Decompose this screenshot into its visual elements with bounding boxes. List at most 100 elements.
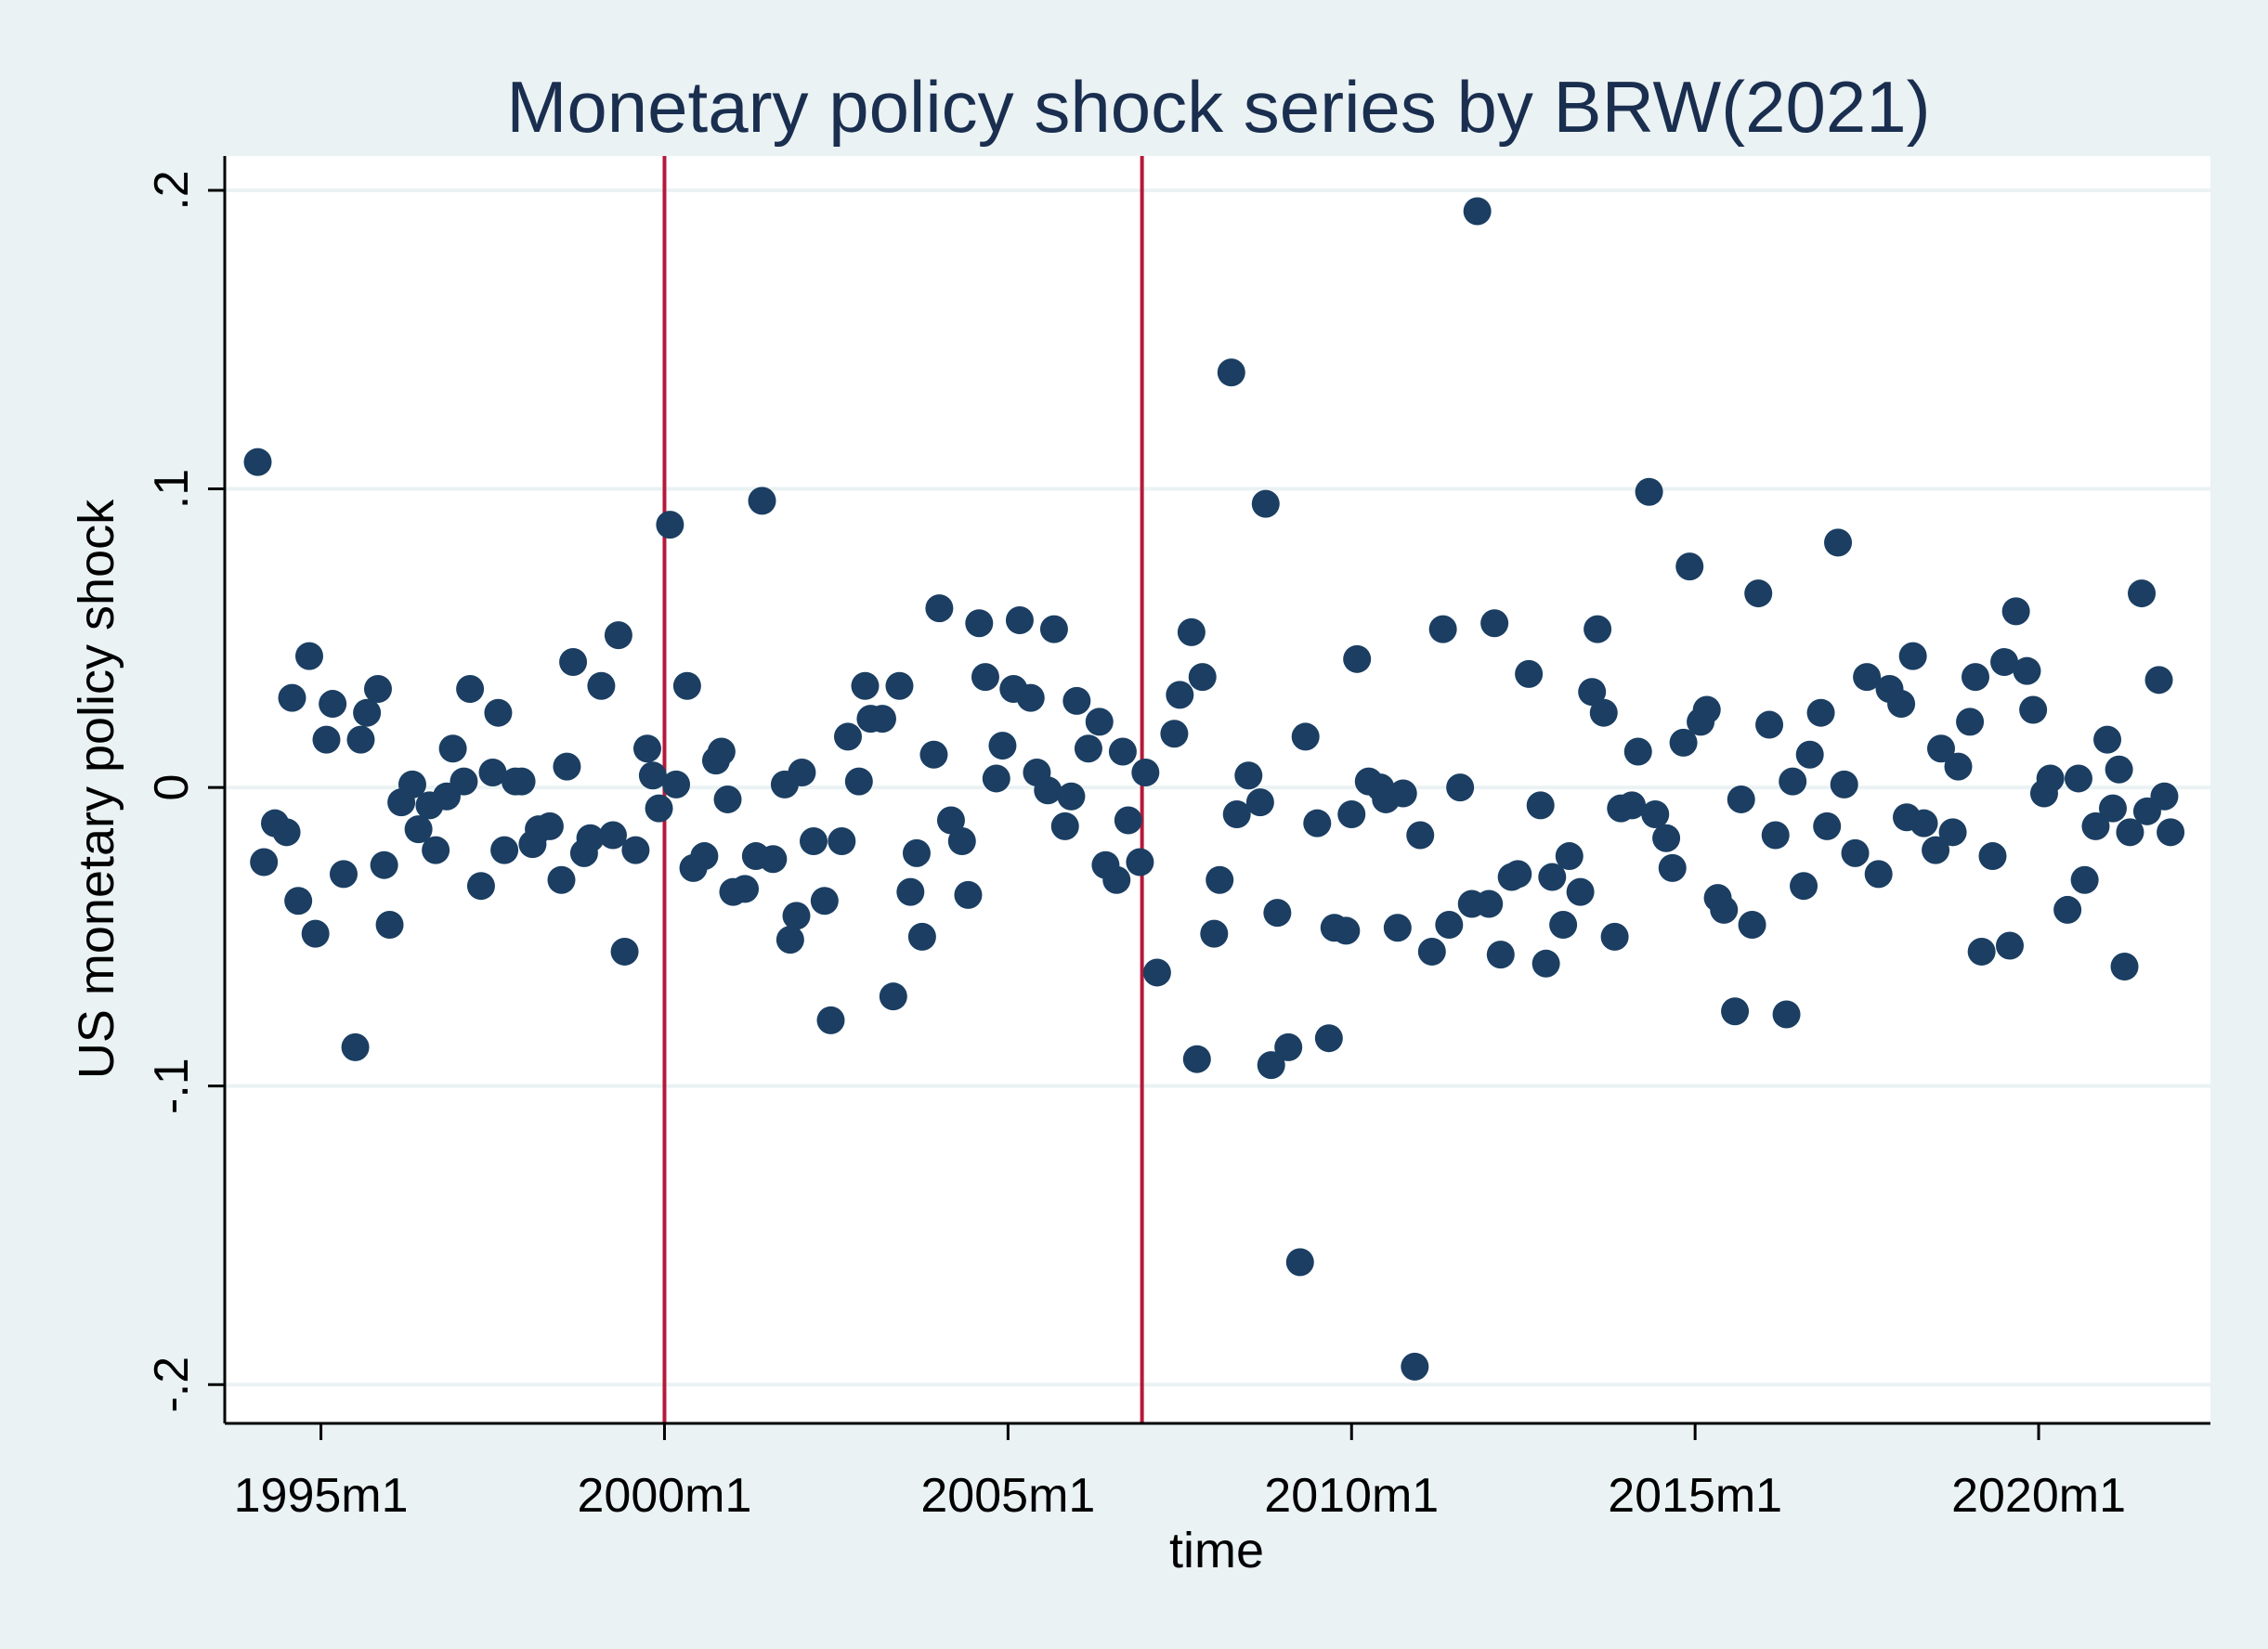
data-point-147 [1515, 659, 1544, 688]
data-point-79 [919, 740, 948, 769]
data-point-118 [1257, 1051, 1285, 1080]
data-point-117 [1251, 489, 1280, 518]
plot-area [225, 156, 2210, 1423]
data-point-163 [1652, 824, 1681, 852]
data-point-134 [1401, 1352, 1429, 1381]
data-point-148 [1526, 791, 1555, 820]
data-point-196 [1944, 752, 1973, 781]
data-point-3 [272, 818, 301, 847]
data-point-65 [800, 826, 828, 855]
data-point-161 [1635, 477, 1663, 506]
data-point-193 [1922, 836, 1950, 864]
data-points [243, 197, 2185, 1381]
data-point-39 [576, 824, 605, 852]
data-point-186 [1853, 663, 1882, 692]
data-point-203 [2001, 597, 2030, 626]
data-point-200 [1978, 842, 2007, 871]
data-point-112 [1206, 865, 1234, 894]
data-point-4 [278, 683, 306, 712]
data-point-143 [1480, 609, 1509, 638]
data-point-29 [490, 836, 519, 864]
data-point-135 [1406, 821, 1435, 850]
data-point-151 [1549, 911, 1578, 940]
data-point-36 [553, 752, 581, 781]
data-point-34 [535, 812, 564, 840]
data-point-97 [1074, 734, 1102, 763]
data-point-214 [2105, 755, 2133, 784]
x-tick-label-5: 2020m1 [1951, 1469, 2126, 1523]
data-point-212 [2093, 725, 2122, 754]
data-point-219 [2144, 666, 2173, 695]
data-point-182 [1813, 812, 1842, 840]
data-point-104 [1131, 759, 1160, 787]
data-point-136 [1417, 937, 1446, 966]
data-point-85 [971, 663, 999, 692]
data-point-94 [1050, 812, 1079, 840]
data-point-157 [1600, 922, 1629, 951]
data-point-194 [1927, 734, 1956, 763]
data-point-165 [1669, 728, 1698, 757]
data-point-45 [632, 734, 661, 763]
data-point-164 [1658, 853, 1687, 882]
data-point-108 [1177, 617, 1206, 646]
data-point-15 [370, 850, 398, 879]
data-point-35 [547, 865, 576, 894]
data-point-123 [1303, 809, 1332, 837]
data-point-111 [1200, 919, 1229, 948]
data-point-197 [1956, 708, 1985, 736]
data-point-68 [828, 826, 856, 855]
data-point-80 [925, 594, 954, 623]
data-point-69 [833, 722, 862, 751]
data-point-55 [713, 785, 742, 813]
y-tick-label-4: -.2 [145, 1357, 199, 1413]
data-point-207 [2036, 764, 2065, 793]
y-tick-label-2: 0 [145, 774, 199, 801]
data-point-28 [484, 698, 513, 727]
data-point-54 [707, 737, 736, 766]
data-point-71 [851, 671, 880, 700]
data-point-21 [422, 836, 450, 864]
x-tick-label-2: 2005m1 [920, 1469, 1095, 1523]
data-point-137 [1428, 615, 1457, 643]
data-point-8 [312, 725, 341, 754]
data-point-205 [2019, 695, 2048, 724]
data-point-16 [375, 911, 404, 940]
data-point-90 [1016, 683, 1045, 712]
data-point-209 [2064, 764, 2092, 793]
x-tick-label-4: 2015m1 [1608, 1469, 1782, 1523]
data-point-82 [947, 826, 976, 855]
y-tick-label-3: -.1 [145, 1058, 199, 1114]
data-point-173 [1738, 911, 1766, 940]
data-point-195 [1938, 818, 1967, 847]
data-point-170 [1710, 895, 1739, 924]
data-point-204 [2013, 656, 2041, 685]
data-point-46 [638, 761, 667, 790]
data-point-159 [1618, 791, 1647, 820]
data-point-110 [1188, 663, 1217, 692]
data-point-27 [478, 759, 507, 787]
data-point-156 [1589, 698, 1618, 727]
data-point-18 [398, 770, 426, 799]
x-tick-label-0: 1995m1 [234, 1469, 409, 1523]
data-point-213 [2098, 794, 2127, 823]
data-point-105 [1142, 958, 1171, 987]
data-point-102 [1114, 806, 1142, 835]
data-point-133 [1388, 779, 1417, 808]
data-point-43 [610, 937, 639, 966]
data-point-216 [2116, 818, 2144, 847]
data-point-84 [965, 609, 994, 638]
data-point-172 [1727, 785, 1755, 813]
data-point-81 [936, 806, 965, 835]
data-point-37 [559, 648, 588, 677]
data-point-77 [902, 838, 931, 867]
data-point-211 [2081, 812, 2110, 840]
data-point-6 [294, 642, 323, 670]
data-point-50 [672, 671, 701, 700]
data-point-179 [1790, 872, 1818, 901]
data-point-26 [466, 872, 495, 901]
data-point-60 [759, 845, 788, 874]
data-point-189 [1887, 690, 1916, 719]
data-point-162 [1641, 800, 1670, 829]
data-point-221 [2157, 818, 2185, 847]
